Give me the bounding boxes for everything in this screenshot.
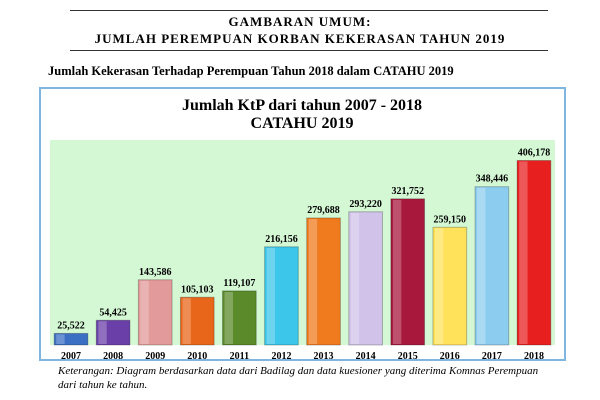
x-tick-label: 2017	[482, 351, 502, 362]
bar-highlight	[434, 228, 444, 344]
bar-highlight	[56, 334, 65, 344]
x-tick-label: 2008	[103, 351, 123, 362]
value-label: 143,586	[139, 267, 172, 278]
bar-highlight	[98, 321, 107, 344]
x-tick-label: 2016	[440, 351, 460, 362]
value-label: 216,156	[265, 234, 298, 245]
bar	[264, 246, 299, 346]
header-title: GAMBARAN UMUM:	[228, 14, 372, 29]
value-label: 321,752	[391, 186, 424, 197]
bar	[179, 296, 215, 346]
bar	[222, 290, 257, 346]
section-title: Jumlah Kekerasan Terhadap Perempuan Tahu…	[48, 64, 454, 78]
bar-highlight	[350, 212, 360, 344]
x-tick-label: 2010	[187, 351, 207, 362]
bar-highlight	[392, 199, 402, 344]
bar-highlight	[308, 218, 318, 344]
bar-highlight	[477, 187, 486, 344]
x-tick-label: 2011	[230, 351, 249, 362]
x-tick-label: 2015	[398, 351, 418, 362]
bar	[390, 198, 426, 346]
x-tick-label: 2018	[524, 351, 544, 362]
bar	[432, 226, 468, 346]
bar	[516, 160, 552, 346]
value-label: 54,425	[99, 307, 127, 318]
x-tick-label: 2014	[356, 351, 376, 362]
value-label: 406,178	[518, 148, 551, 159]
value-label: 105,103	[181, 284, 214, 295]
bar	[348, 211, 383, 346]
bar-highlight	[519, 161, 528, 344]
chart-subtitle: CATAHU 2019	[251, 115, 354, 132]
bar-highlight	[182, 298, 191, 344]
value-label: 25,522	[57, 320, 85, 331]
x-tick-label: 2009	[145, 351, 165, 362]
value-label: 348,446	[476, 174, 509, 185]
value-label: 279,688	[307, 205, 340, 216]
chart: Jumlah KtP dari tahun 2007 - 2018 CATAHU…	[39, 87, 566, 362]
caption: Keterangan: Diagram berdasarkan data dar…	[58, 365, 539, 391]
x-tick-label: 2007	[61, 351, 81, 362]
rule	[70, 10, 548, 11]
value-label: 119,107	[223, 278, 255, 289]
bar	[53, 332, 89, 346]
bar	[95, 319, 131, 346]
header-subtitle: JUMLAH PEREMPUAN KORBAN KEKERASAN TAHUN …	[94, 31, 506, 46]
bar	[306, 217, 341, 346]
plot-background	[50, 140, 555, 345]
bar-highlight	[224, 291, 233, 344]
x-tick-label: 2013	[314, 351, 334, 362]
bar-highlight	[140, 280, 149, 344]
bar-highlight	[266, 247, 276, 344]
bar	[474, 186, 510, 346]
bar	[137, 279, 173, 346]
chart-title: Jumlah KtP dari tahun 2007 - 2018	[182, 97, 422, 114]
value-label: 293,220	[349, 199, 382, 210]
value-label: 259,150	[434, 214, 467, 225]
x-tick-label: 2012	[271, 351, 291, 362]
rule	[70, 50, 548, 51]
